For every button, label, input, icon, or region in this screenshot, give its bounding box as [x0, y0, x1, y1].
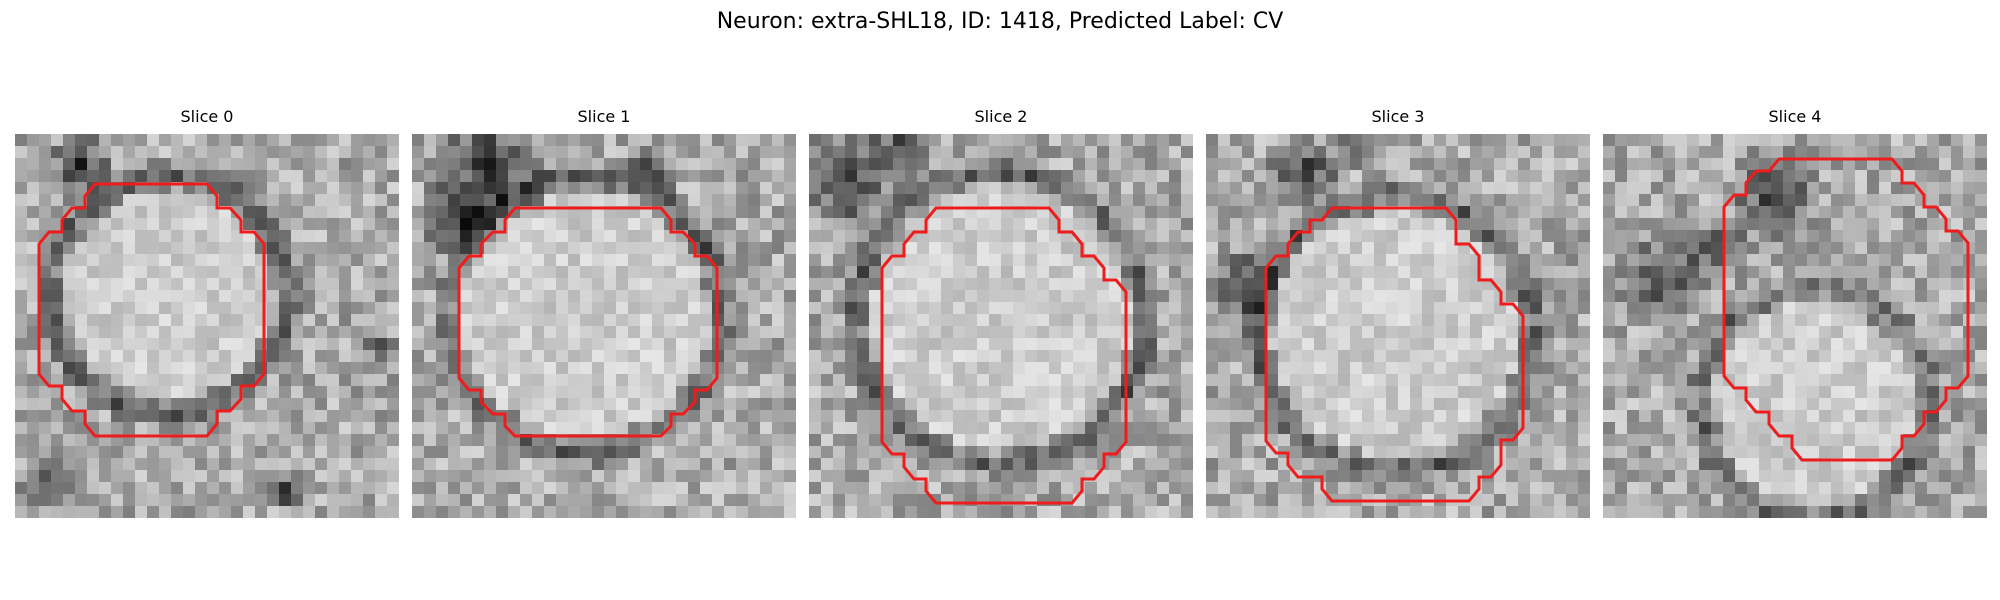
segmentation-contour-3	[1264, 206, 1525, 503]
segmentation-contour-0	[37, 182, 266, 438]
slice-image-0	[15, 134, 399, 518]
grayscale-pixels-2	[809, 134, 1193, 518]
slice-image-1	[412, 134, 796, 518]
grayscale-pixels-0	[15, 134, 399, 518]
slice-panel-1: Slice 1	[412, 107, 796, 518]
slice-title-1: Slice 1	[577, 107, 631, 126]
slice-panel-3: Slice 3	[1206, 107, 1590, 518]
segmentation-contour-4	[1722, 157, 1970, 462]
slice-image-2	[809, 134, 1193, 518]
grayscale-pixels-1	[412, 134, 796, 518]
slice-panel-4: Slice 4	[1603, 107, 1987, 518]
slice-panel-0: Slice 0	[15, 107, 399, 518]
slice-title-0: Slice 0	[180, 107, 234, 126]
figure-title: Neuron: extra-SHL18, ID: 1418, Predicted…	[716, 9, 1284, 34]
grayscale-pixels-4	[1603, 134, 1987, 518]
segmentation-contour-1	[457, 206, 719, 438]
grayscale-pixels-3	[1206, 134, 1590, 518]
slice-title-3: Slice 3	[1371, 107, 1425, 126]
slice-image-3	[1206, 134, 1590, 518]
slice-title-2: Slice 2	[974, 107, 1028, 126]
slice-title-4: Slice 4	[1768, 107, 1822, 126]
slice-panel-2: Slice 2	[809, 107, 1193, 518]
slice-image-4	[1603, 134, 1987, 518]
segmentation-contour-2	[880, 206, 1128, 505]
